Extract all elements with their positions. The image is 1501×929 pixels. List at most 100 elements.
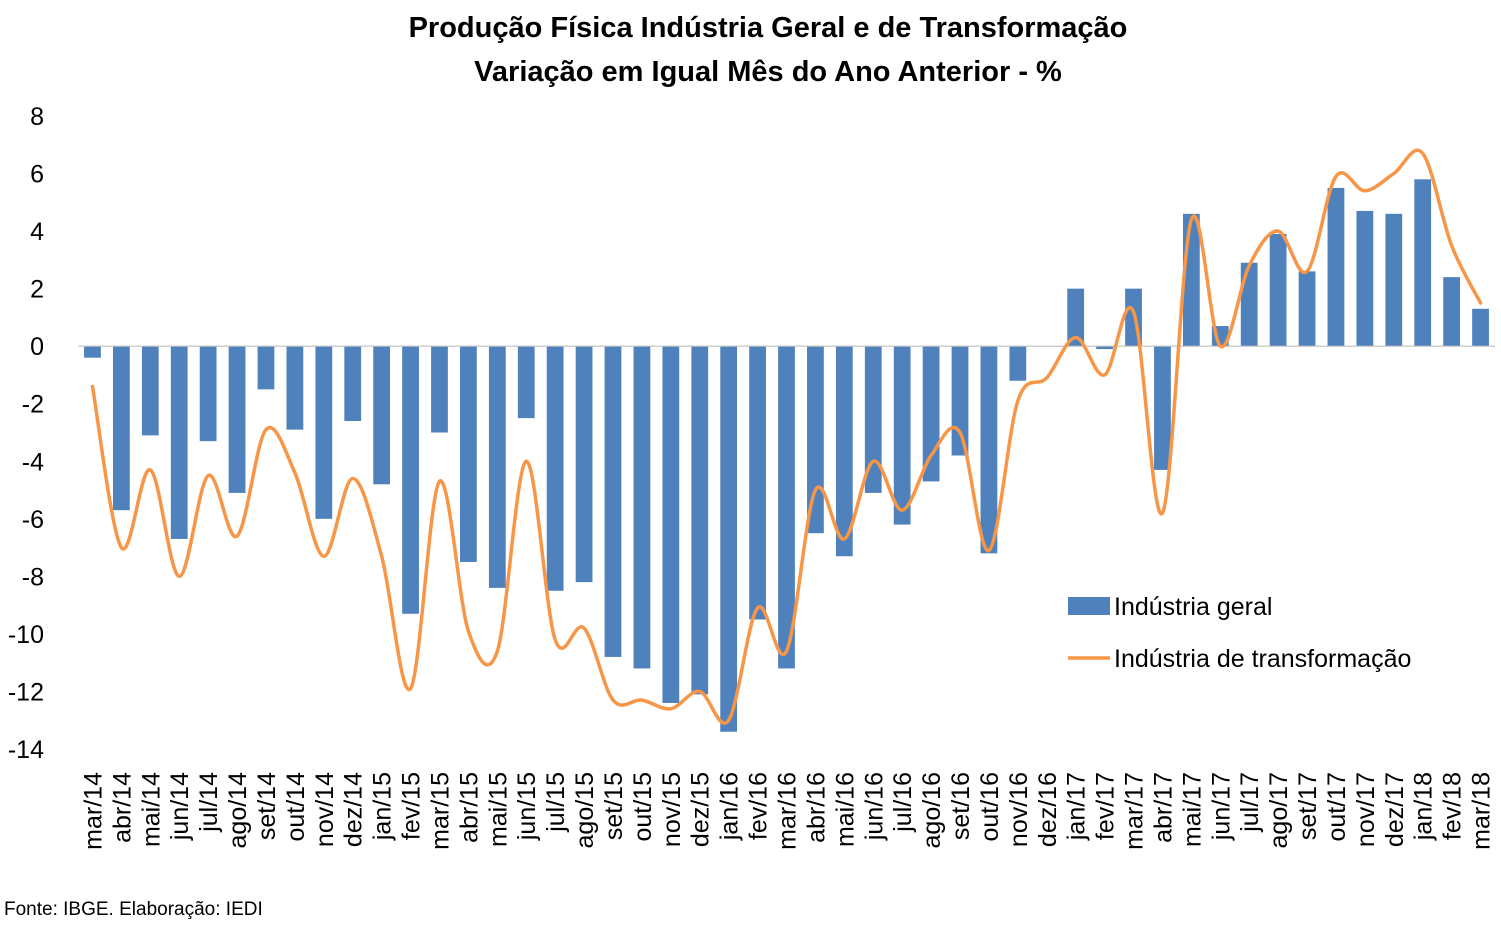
legend-label-industria-geral: Indústria geral xyxy=(1114,593,1272,621)
x-tick-label: dez/14 xyxy=(340,772,368,847)
bar-industria-geral xyxy=(1154,346,1171,470)
bar-industria-geral xyxy=(778,346,795,669)
y-tick-label: -14 xyxy=(8,736,44,764)
y-tick-label: -4 xyxy=(22,448,44,476)
x-tick-label: abr/15 xyxy=(455,772,483,843)
x-tick-label: mar/16 xyxy=(774,772,802,850)
bar-industria-geral xyxy=(488,346,506,588)
bar-industria-geral xyxy=(575,346,593,583)
x-tick-label: jul/15 xyxy=(542,772,570,833)
bar-industria-geral xyxy=(344,346,362,421)
x-tick-label: ago/17 xyxy=(1265,772,1293,848)
bar-industria-geral xyxy=(922,346,940,482)
x-tick-label: mar/18 xyxy=(1468,772,1496,850)
bar-industria-geral xyxy=(141,346,159,436)
x-tick-label: mai/17 xyxy=(1178,772,1206,847)
x-tick-label: fev/15 xyxy=(398,772,426,840)
bar-industria-geral xyxy=(604,346,622,657)
y-tick-label: -6 xyxy=(22,506,44,534)
bar-industria-geral xyxy=(1182,213,1200,347)
y-tick-label: 6 xyxy=(30,161,44,189)
bar-industria-geral xyxy=(286,346,304,430)
x-tick-label: nov/14 xyxy=(311,772,339,847)
x-tick-label: nov/15 xyxy=(658,772,686,847)
x-tick-label: mar/17 xyxy=(1121,772,1149,850)
y-tick-label: -10 xyxy=(8,621,44,649)
x-tick-label: nov/17 xyxy=(1352,772,1380,847)
bar-industria-geral xyxy=(1298,271,1316,347)
x-tick-label: abr/14 xyxy=(108,772,136,843)
bar-industria-geral xyxy=(315,346,333,519)
source-note: Fonte: IBGE. Elaboração: IEDI xyxy=(4,899,263,920)
x-tick-label: jun/15 xyxy=(513,772,541,841)
x-tick-label: dez/16 xyxy=(1034,772,1062,847)
x-tick-label: jul/14 xyxy=(195,772,223,833)
bar-industria-geral xyxy=(170,346,188,539)
x-tick-label: ago/14 xyxy=(224,772,252,849)
bar-industria-geral xyxy=(951,346,969,456)
x-tick-label: mar/14 xyxy=(79,772,107,850)
y-tick-label: -8 xyxy=(22,563,44,591)
bar-industria-geral xyxy=(1269,233,1287,347)
x-tick-label: set/16 xyxy=(947,772,975,840)
x-tick-label: out/17 xyxy=(1323,772,1351,842)
x-tick-label: set/15 xyxy=(600,772,628,840)
x-tick-label: fev/16 xyxy=(745,772,773,840)
x-tick-label: out/14 xyxy=(282,772,310,842)
bar-industria-geral xyxy=(1414,179,1432,347)
legend-background xyxy=(1048,580,1456,632)
bar-industria-geral xyxy=(112,346,130,511)
x-tick-label: jun/17 xyxy=(1207,772,1235,841)
x-tick-label: mai/16 xyxy=(831,772,859,847)
bar-industria-geral xyxy=(257,346,275,390)
x-tick-label: jan/15 xyxy=(369,772,397,841)
bar-industria-geral xyxy=(1240,262,1258,347)
x-tick-label: jun/14 xyxy=(166,772,194,841)
x-tick-label: jan/18 xyxy=(1410,772,1438,841)
bar-industria-geral xyxy=(84,346,101,358)
x-tick-label: abr/17 xyxy=(1149,772,1177,843)
bar-industria-geral xyxy=(893,346,911,525)
bar-industria-geral xyxy=(1356,210,1374,347)
x-tick-label: set/17 xyxy=(1294,772,1322,840)
x-tick-label: mar/15 xyxy=(426,772,454,850)
x-tick-label: dez/15 xyxy=(687,772,715,847)
bar-industria-geral xyxy=(1385,213,1403,347)
bar-industria-geral xyxy=(720,346,738,732)
x-tick-label: jan/17 xyxy=(1063,772,1091,841)
y-tick-label: 2 xyxy=(30,276,44,304)
x-tick-label: fev/17 xyxy=(1092,772,1120,840)
bar-industria-geral xyxy=(228,346,246,493)
x-tick-label: mai/14 xyxy=(137,772,165,847)
bar-industria-geral xyxy=(662,346,680,703)
x-tick-label: out/15 xyxy=(629,772,657,842)
bar-industria-geral xyxy=(1009,346,1027,381)
bar-industria-geral xyxy=(864,346,882,493)
y-tick-label: -12 xyxy=(8,678,44,706)
bar-industria-geral xyxy=(1327,187,1345,347)
bar-industria-geral xyxy=(980,346,998,554)
x-tick-label: ago/15 xyxy=(571,772,599,848)
x-tick-label: out/16 xyxy=(976,772,1004,842)
legend-label-industria-transformacao: Indústria de transformação xyxy=(1114,645,1411,673)
bar-industria-geral xyxy=(431,346,448,433)
bar-industria-geral xyxy=(546,346,564,591)
x-tick-label: nov/16 xyxy=(1005,772,1033,847)
bar-industria-geral xyxy=(1443,277,1461,347)
x-tick-label: ago/16 xyxy=(918,772,946,848)
bar-industria-geral xyxy=(691,346,709,695)
x-tick-label: jul/17 xyxy=(1236,772,1264,833)
x-tick-label: dez/17 xyxy=(1381,772,1409,847)
y-tick-label: -2 xyxy=(22,391,44,419)
x-tick-label: jun/16 xyxy=(860,772,888,841)
chart-subtitle: Variação em Igual Mês do Ano Anterior - … xyxy=(474,56,1062,88)
x-tick-label: jul/16 xyxy=(889,772,917,833)
line-industria-transformacao xyxy=(90,148,1483,725)
y-tick-label: 4 xyxy=(30,218,44,246)
x-tick-label: fev/18 xyxy=(1439,772,1467,840)
x-tick-label: jan/16 xyxy=(716,772,744,841)
bar-industria-geral xyxy=(460,346,477,562)
x-tick-label: set/14 xyxy=(253,772,281,840)
x-tick-label: mai/15 xyxy=(484,772,512,847)
